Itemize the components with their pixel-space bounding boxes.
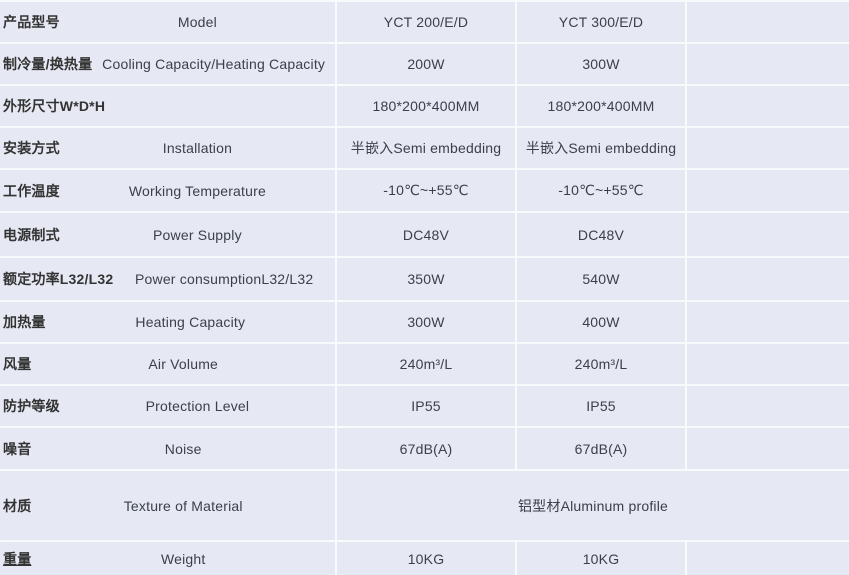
empty-cell (687, 258, 849, 300)
spec-label-cn: 外形尺寸W*D*H (3, 98, 106, 114)
spec-value-yct200: 67dB(A) (337, 428, 517, 469)
spec-value-yct200: DC48V (337, 213, 517, 256)
spec-label-cell: 额定功率L32/L32 Power consumptionL32/L32 (0, 258, 337, 300)
table-row-working-temperature: 工作温度 Working Temperature -10℃~+55℃ -10℃~… (0, 170, 849, 213)
spec-label-cn: 防护等级 (3, 398, 60, 414)
table-row-installation: 安装方式 Installation 半嵌入Semi embedding 半嵌入S… (0, 128, 849, 170)
spec-label-en: Working Temperature (128, 182, 266, 199)
spec-value-yct200: 240m³/L (337, 344, 517, 384)
spec-label-en: Protection Level (145, 398, 250, 414)
table-row-heating-capacity: 加热量 Heating Capacity 300W 400W (0, 302, 849, 344)
spec-value-yct300: 67dB(A) (517, 428, 687, 469)
spec-label-cn: 制冷量/换热量 (3, 56, 93, 72)
spec-label-cn: 噪音 (3, 440, 32, 457)
spec-value-yct300: 180*200*400MM (517, 86, 687, 126)
spec-label-en: Power consumptionL32/L32 (134, 271, 314, 287)
spec-label-cell: 产品型号 Model (0, 2, 337, 42)
empty-cell (687, 542, 849, 575)
table-row-model: 产品型号 Model YCT 200/E/D YCT 300/E/D (0, 2, 849, 44)
spec-value-yct300: 10KG (517, 542, 687, 575)
table-row-material: 材质 Texture of Material 铝型材Aluminum profi… (0, 471, 849, 542)
spec-label-cell: 风量 Air Volume (0, 344, 337, 384)
spec-label-cn: 工作温度 (3, 182, 60, 199)
spec-label-cn: 风量 (3, 356, 32, 372)
spec-label-cell: 安装方式 Installation (0, 128, 337, 168)
spec-value-yct300: 400W (517, 302, 687, 342)
table-row-noise: 噪音 Noise 67dB(A) 67dB(A) (0, 428, 849, 471)
empty-cell (687, 128, 849, 168)
table-row-dimensions: 外形尺寸W*D*H 180*200*400MM 180*200*400MM (0, 86, 849, 128)
table-row-weight: 重量 Weight 10KG 10KG (0, 542, 849, 575)
empty-cell (687, 213, 849, 256)
spec-value-yct200: IP55 (337, 386, 517, 426)
table-row-power-consumption: 额定功率L32/L32 Power consumptionL32/L32 350… (0, 258, 849, 302)
spec-label-cell: 外形尺寸W*D*H (0, 86, 337, 126)
spec-value-yct200: 200W (337, 44, 517, 84)
spec-label-cn: 安装方式 (3, 140, 60, 156)
spec-value-yct300: IP55 (517, 386, 687, 426)
spec-label-cn: 材质 (3, 497, 32, 514)
spec-label-cell: 噪音 Noise (0, 428, 337, 469)
spec-label-cn: 产品型号 (3, 14, 60, 30)
spec-value-yct200: 300W (337, 302, 517, 342)
spec-label-en: Weight (160, 550, 206, 567)
spec-label-cn: 电源制式 (3, 226, 60, 243)
spec-label-en: Cooling Capacity/Heating Capacity (102, 56, 326, 72)
spec-value-yct300: 300W (517, 44, 687, 84)
spec-label-en: Texture of Material (123, 497, 243, 514)
empty-cell (687, 344, 849, 384)
spec-label-cell: 防护等级 Protection Level (0, 386, 337, 426)
spec-label-cn: 加热量 (3, 314, 46, 330)
spec-value-yct300: YCT 300/E/D (517, 2, 687, 42)
spec-label-cell: 重量 Weight (0, 542, 337, 575)
spec-value-yct300: DC48V (517, 213, 687, 256)
spec-label-cell: 电源制式 Power Supply (0, 213, 337, 256)
spec-label-en: Power Supply (153, 226, 242, 243)
spec-label-en: Heating Capacity (135, 314, 246, 330)
spec-label-cn: 重量 (3, 550, 32, 567)
spec-label-en: Noise (164, 440, 202, 457)
spec-value-yct300: 240m³/L (517, 344, 687, 384)
empty-cell (687, 2, 849, 42)
spec-value-yct200: 10KG (337, 542, 517, 575)
empty-cell (687, 302, 849, 342)
spec-label-en: Air Volume (148, 356, 219, 372)
spec-label-cell: 材质 Texture of Material (0, 471, 337, 540)
spec-label-cell: 制冷量/换热量 Cooling Capacity/Heating Capacit… (0, 44, 337, 84)
table-row-power-supply: 电源制式 Power Supply DC48V DC48V (0, 213, 849, 258)
spec-value-yct300: 半嵌入Semi embedding (517, 128, 687, 168)
table-row-cooling-capacity: 制冷量/换热量 Cooling Capacity/Heating Capacit… (0, 44, 849, 86)
spec-value-yct200: 350W (337, 258, 517, 300)
spec-label-cell: 加热量 Heating Capacity (0, 302, 337, 342)
empty-cell (687, 86, 849, 126)
spec-label-en: Installation (162, 140, 233, 156)
empty-cell (687, 44, 849, 84)
empty-cell (687, 386, 849, 426)
spec-value-yct300: 540W (517, 258, 687, 300)
spec-label-cn: 额定功率L32/L32 (3, 271, 114, 287)
empty-cell (687, 170, 849, 211)
spec-value-yct200: 半嵌入Semi embedding (337, 128, 517, 168)
spec-label-cell: 工作温度 Working Temperature (0, 170, 337, 211)
table-row-protection-level: 防护等级 Protection Level IP55 IP55 (0, 386, 849, 428)
spec-value-merged: 铝型材Aluminum profile (517, 497, 669, 514)
table-row-air-volume: 风量 Air Volume 240m³/L 240m³/L (0, 344, 849, 386)
spec-label-en: Model (177, 14, 217, 30)
empty-cell (687, 428, 849, 469)
spec-value-yct200: -10℃~+55℃ (337, 170, 517, 211)
spec-value-yct200: 180*200*400MM (337, 86, 517, 126)
spec-value-yct200: YCT 200/E/D (337, 2, 517, 42)
spec-value-yct300: -10℃~+55℃ (517, 170, 687, 211)
